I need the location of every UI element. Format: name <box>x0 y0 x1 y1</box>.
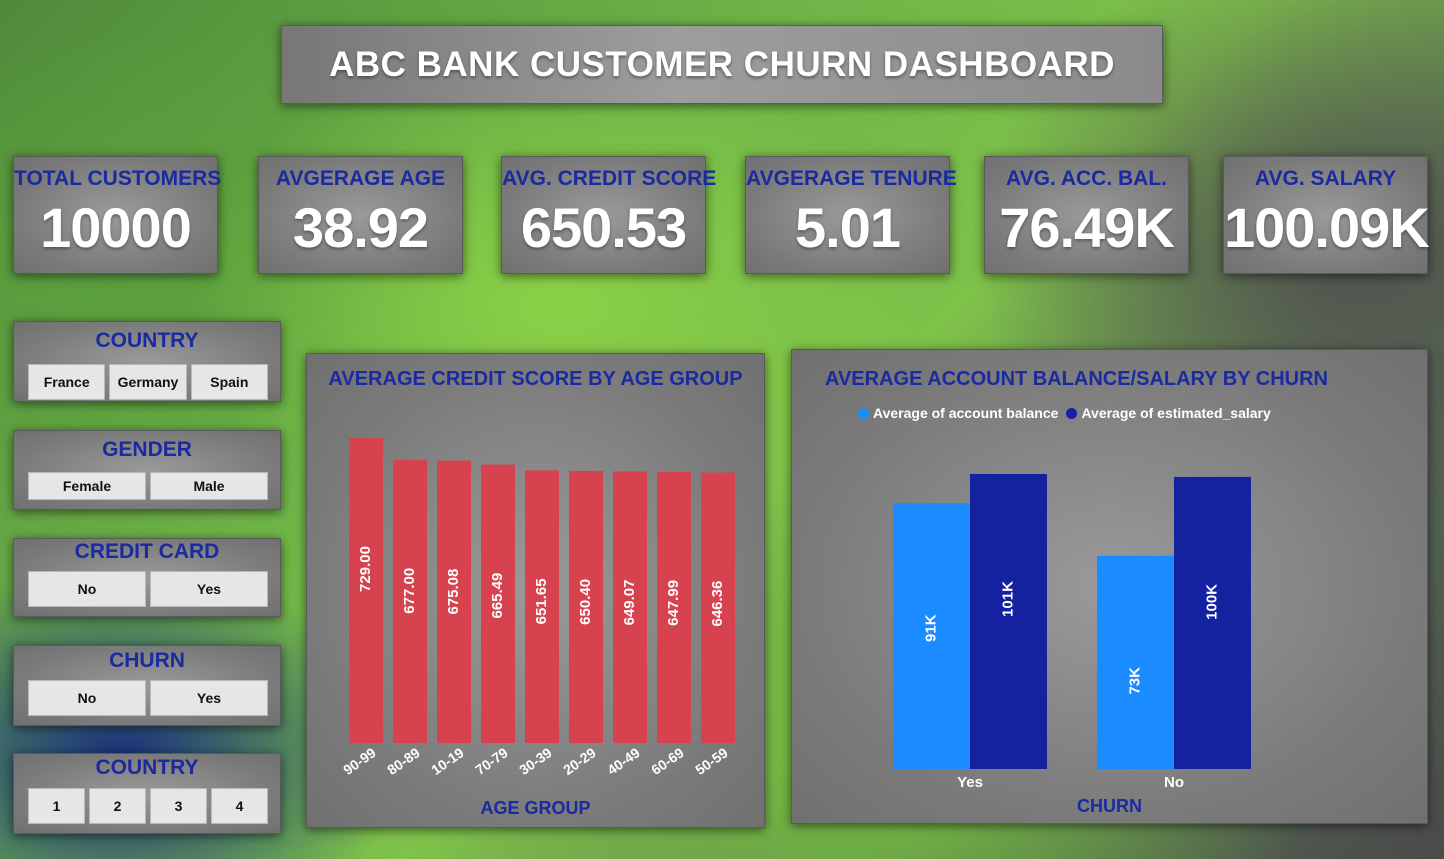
bar-50-59[interactable] <box>701 472 735 743</box>
slicer-country-tenure: COUNTRY 1 2 3 4 <box>13 753 281 834</box>
kpi-avg-salary: AVG. SALARY 100.09K <box>1223 156 1430 274</box>
data-label: 665.49 <box>489 573 506 619</box>
kpi-value: 650.53 <box>520 196 687 259</box>
data-label: 729.00 <box>357 546 374 592</box>
balance-salary-bar-chart: 91K 101K Yes 73K 100K No <box>893 474 1251 791</box>
data-label: 647.99 <box>665 580 682 626</box>
bar-yes-series-0[interactable] <box>893 503 970 769</box>
x-tick-label: 60-69 <box>648 744 687 778</box>
slicer-option-no[interactable]: No <box>28 680 146 716</box>
bar-60-69[interactable] <box>657 471 691 743</box>
x-tick-label: 30-39 <box>516 744 555 778</box>
bar-80-89[interactable] <box>393 459 427 743</box>
x-tick-label: 10-19 <box>428 744 467 778</box>
slicer-option-no[interactable]: No <box>28 571 146 607</box>
slicer-option-1[interactable]: 1 <box>28 788 85 824</box>
kpi-label: AVG. ACC. BAL. <box>1006 167 1167 190</box>
bar-10-19[interactable] <box>437 460 471 743</box>
slicer-option-2[interactable]: 2 <box>89 788 146 824</box>
slicer-title: CHURN <box>109 649 185 672</box>
data-label: 91K <box>922 614 939 642</box>
data-label: 646.36 <box>709 581 726 627</box>
kpi-value: 76.49K <box>999 196 1175 259</box>
legend-item-account-balance[interactable]: Average of account balance <box>858 405 1058 421</box>
slicer-option-france[interactable]: France <box>28 364 106 400</box>
slicer-gender: GENDER Female Male <box>13 430 281 510</box>
slicer-option-4[interactable]: 4 <box>211 788 268 824</box>
chart-legend: Average of account balance Average of es… <box>858 405 1271 421</box>
slicer-credit-card: CREDIT CARD No Yes <box>13 538 281 617</box>
bar-20-29[interactable] <box>569 470 603 743</box>
x-axis-title: AGE GROUP <box>480 798 591 818</box>
kpi-value: 5.01 <box>795 196 901 259</box>
dashboard-title-panel: ABC BANK CUSTOMER CHURN DASHBOARD <box>281 25 1163 104</box>
kpi-avg-credit-score: AVG. CREDIT SCORE 650.53 <box>501 156 717 274</box>
x-tick-label: 40-49 <box>604 744 643 778</box>
legend-label: Average of account balance <box>873 405 1059 421</box>
slicer-title: COUNTRY <box>95 329 199 352</box>
x-tick-label: 90-99 <box>340 744 379 778</box>
slicer-title: CREDIT CARD <box>74 540 220 563</box>
data-label: 101K <box>999 581 1016 617</box>
dashboard-title: ABC BANK CUSTOMER CHURN DASHBOARD <box>329 44 1115 84</box>
bar-70-79[interactable] <box>481 464 515 743</box>
kpi-label: AVG. SALARY <box>1254 167 1397 190</box>
bar-yes-series-1[interactable] <box>970 474 1047 769</box>
kpi-total-customers: TOTAL CUSTOMERS 10000 <box>13 156 222 274</box>
bar-no-series-0[interactable] <box>1097 555 1174 769</box>
x-tick-label: No <box>1164 774 1184 791</box>
chart-title: AVERAGE CREDIT SCORE BY AGE GROUP <box>328 368 743 390</box>
slicer-option-spain[interactable]: Spain <box>190 364 268 400</box>
bar-40-49[interactable] <box>613 471 647 743</box>
slicer-churn: CHURN No Yes <box>13 645 281 726</box>
data-label: 675.08 <box>445 569 462 615</box>
data-label: 100K <box>1203 584 1220 620</box>
bar-90-99[interactable] <box>349 438 383 743</box>
data-label: 651.65 <box>533 578 550 624</box>
data-label: 677.00 <box>401 568 418 614</box>
legend-label: Average of estimated_salary <box>1081 405 1271 421</box>
slicer-title: GENDER <box>102 438 192 461</box>
slicer-option-yes[interactable]: Yes <box>150 680 268 716</box>
slicer-option-germany[interactable]: Germany <box>109 364 187 400</box>
legend-dot <box>858 407 869 419</box>
kpi-label: AVG. CREDIT SCORE <box>502 167 717 190</box>
x-tick-label: 20-29 <box>560 744 599 778</box>
data-label: 73K <box>1126 667 1143 695</box>
bar-no-series-1[interactable] <box>1174 476 1251 769</box>
x-tick-label: 70-79 <box>472 744 511 778</box>
x-tick-label: Yes <box>957 774 983 791</box>
slicer-country: COUNTRY France Germany Spain <box>13 321 281 402</box>
balance-salary-chart-panel: AVERAGE ACCOUNT BALANCE/SALARY BY CHURN … <box>791 349 1428 824</box>
slicer-option-female[interactable]: Female <box>28 472 146 500</box>
kpi-average-age: AVGERAGE AGE 38.92 <box>258 156 463 274</box>
kpi-average-tenure: AVGERAGE TENURE 5.01 <box>745 156 957 274</box>
x-axis-title: CHURN <box>1077 796 1142 816</box>
slicer-option-3[interactable]: 3 <box>150 788 207 824</box>
kpi-value: 38.92 <box>292 196 429 259</box>
data-label: 649.07 <box>621 579 638 625</box>
slicer-option-male[interactable]: Male <box>150 472 268 500</box>
kpi-label: TOTAL CUSTOMERS <box>14 167 222 190</box>
legend-item-estimated-salary[interactable]: Average of estimated_salary <box>1066 405 1271 421</box>
credit-score-bar-chart: 729.00 90-99 677.00 80-89 675.08 10-19 665.49 7… <box>340 438 735 778</box>
x-tick-label: 50-59 <box>692 744 731 778</box>
kpi-value: 100.09K <box>1224 196 1430 259</box>
kpi-avg-account-balance: AVG. ACC. BAL. 76.49K <box>984 156 1189 274</box>
legend-dot <box>1066 407 1078 419</box>
kpi-label: AVGERAGE TENURE <box>746 167 957 190</box>
bar-30-39[interactable] <box>525 470 559 743</box>
data-label: 650.40 <box>577 579 594 625</box>
kpi-value: 10000 <box>40 196 192 259</box>
credit-score-chart-panel: AVERAGE CREDIT SCORE BY AGE GROUP 729.00… <box>306 353 765 828</box>
chart-title: AVERAGE ACCOUNT BALANCE/SALARY BY CHURN <box>825 368 1328 390</box>
slicer-option-yes[interactable]: Yes <box>150 571 268 607</box>
slicer-title: COUNTRY <box>95 756 199 779</box>
kpi-label: AVGERAGE AGE <box>275 167 446 190</box>
x-tick-label: 80-89 <box>384 744 423 778</box>
